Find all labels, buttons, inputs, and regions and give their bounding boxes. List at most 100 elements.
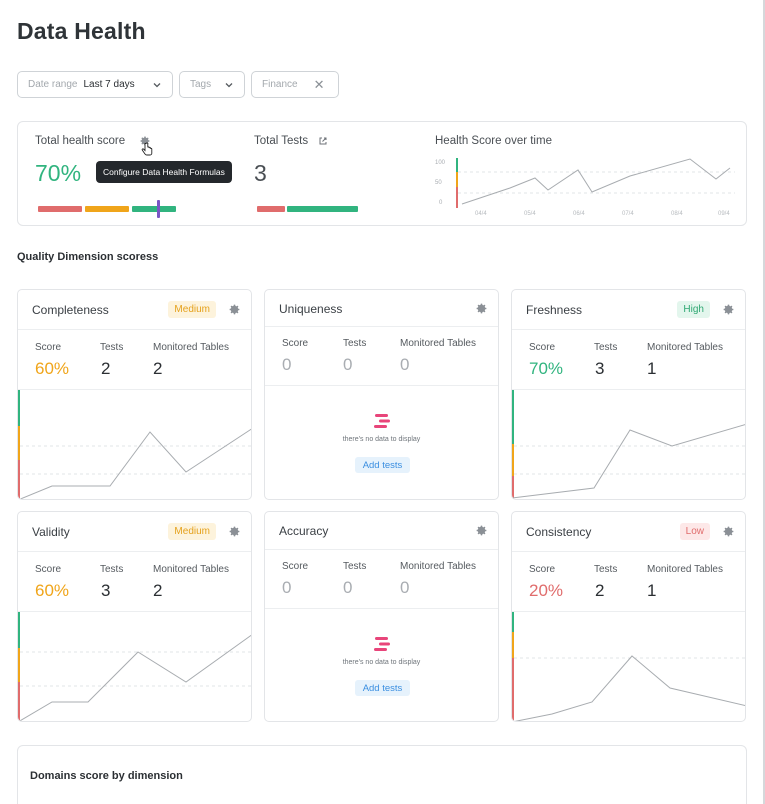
card-header: Freshness High [512, 290, 745, 330]
card-header: Completeness Medium [18, 290, 251, 330]
gear-icon[interactable] [475, 302, 488, 315]
add-tests-button[interactable]: Add tests [355, 680, 410, 696]
score-value: 60% [35, 581, 70, 600]
threshold-green [18, 390, 20, 426]
page-title: Data Health [17, 18, 146, 44]
card-header: Uniqueness [265, 290, 498, 327]
gear-icon[interactable] [228, 525, 241, 538]
dimension-card-validity[interactable]: Validity Medium Score Tests Monitored Ta… [17, 511, 252, 722]
gear-icon[interactable] [722, 303, 735, 316]
trend-line [514, 655, 745, 721]
score-label: Score [282, 561, 309, 572]
y-tick: 0 [439, 200, 443, 206]
configure-formulas-tooltip: Configure Data Health Formulas [96, 161, 232, 183]
dimension-name: Uniqueness [279, 302, 343, 316]
threshold-red [512, 476, 514, 499]
trend-svg [512, 390, 745, 499]
finance-filter[interactable]: Finance ✕ [251, 71, 339, 98]
status-badge: Medium [168, 523, 216, 540]
health-summary-card: Total health score 70% Configure Data He… [17, 121, 747, 226]
monitored-label: Monitored Tables [153, 342, 229, 353]
dimension-card-consistency[interactable]: Consistency Low Score Tests Monitored Ta… [511, 511, 746, 722]
external-link-icon[interactable] [318, 136, 328, 146]
gear-icon[interactable] [228, 303, 241, 316]
card-header: Consistency Low [512, 512, 745, 552]
x-tick: 06/4 [573, 211, 585, 217]
total-health-score-label: Total health score [35, 135, 126, 147]
dimension-card-completeness[interactable]: Completeness Medium Score Tests Monitore… [17, 289, 252, 500]
monitored-label: Monitored Tables [400, 561, 476, 572]
filter-bar: Date range Last 7 days Tags Finance ✕ [17, 71, 339, 98]
monitored-label: Monitored Tables [153, 564, 229, 575]
y-tick: 100 [435, 160, 446, 166]
dimension-card-uniqueness[interactable]: Uniqueness Score Tests Monitored Tables … [264, 289, 499, 500]
threshold-red [18, 460, 20, 499]
tags-filter[interactable]: Tags [179, 71, 245, 98]
empty-data-icon [374, 414, 390, 428]
tests-value: 3 [101, 581, 111, 600]
close-icon[interactable]: ✕ [313, 76, 325, 92]
threshold-orange [456, 172, 458, 187]
threshold-red [512, 658, 514, 721]
tables-value: 1 [647, 581, 657, 600]
trend-svg [18, 612, 251, 721]
hand-cursor-icon [141, 142, 153, 156]
tests-value: 2 [101, 359, 111, 378]
x-tick: 09/4 [718, 211, 730, 217]
health-bar-green [132, 206, 176, 212]
tests-bar-green [287, 206, 358, 212]
trend-chart [18, 389, 251, 499]
dimension-card-accuracy[interactable]: Accuracy Score Tests Monitored Tables 0 … [264, 511, 499, 722]
score-value: 20% [529, 581, 564, 600]
x-tick: 08/4 [671, 211, 683, 217]
threshold-orange [512, 444, 514, 476]
tests-label: Tests [594, 342, 618, 353]
total-health-score-value: 70% [35, 160, 82, 186]
tables-value: 2 [153, 581, 163, 600]
status-badge: Low [679, 523, 710, 540]
health-bar-orange [85, 206, 129, 212]
threshold-orange [18, 426, 20, 460]
tests-value: 0 [343, 578, 353, 597]
monitored-label: Monitored Tables [647, 342, 723, 353]
threshold-orange [18, 648, 20, 682]
score-value: 0 [282, 355, 292, 374]
monitored-label: Monitored Tables [647, 564, 723, 575]
tests-bar-red [257, 206, 285, 212]
trend-line [512, 424, 745, 499]
threshold-green [512, 390, 514, 444]
score-label: Score [529, 342, 556, 353]
tables-value: 0 [400, 355, 410, 374]
dimension-card-freshness[interactable]: Freshness High Score Tests Monitored Tab… [511, 289, 746, 500]
dimension-name: Accuracy [279, 524, 329, 538]
threshold-green [512, 612, 514, 632]
trend-chart [18, 611, 251, 721]
date-range-value: Last 7 days [83, 79, 135, 90]
threshold-red [18, 682, 20, 721]
gear-icon[interactable] [475, 524, 488, 537]
date-range-filter[interactable]: Date range Last 7 days [17, 71, 173, 98]
health-series-line [461, 158, 731, 205]
health-score-marker [157, 200, 160, 218]
status-badge: Medium [168, 301, 216, 318]
date-range-label: Date range [28, 79, 78, 90]
domains-title: Domains score by dimension [30, 770, 183, 782]
trend-svg [512, 612, 745, 721]
empty-state: there's no data to display Add tests [265, 608, 498, 721]
card-header: Accuracy [265, 512, 498, 550]
trend-chart [512, 611, 745, 721]
empty-data-icon [374, 637, 390, 651]
card-header: Validity Medium [18, 512, 251, 552]
score-value: 60% [35, 359, 70, 378]
dimension-name: Freshness [526, 303, 583, 317]
add-tests-button[interactable]: Add tests [355, 457, 410, 473]
gear-icon[interactable] [722, 525, 735, 538]
quality-section-title: Quality Dimension scoress [17, 251, 159, 263]
finance-value: Finance [262, 79, 298, 90]
score-label: Score [35, 564, 62, 575]
dimension-name: Consistency [526, 525, 592, 539]
total-tests-label: Total Tests [254, 135, 309, 147]
tests-label: Tests [100, 342, 124, 353]
x-tick: 04/4 [475, 211, 487, 217]
x-tick: 07/4 [622, 211, 634, 217]
